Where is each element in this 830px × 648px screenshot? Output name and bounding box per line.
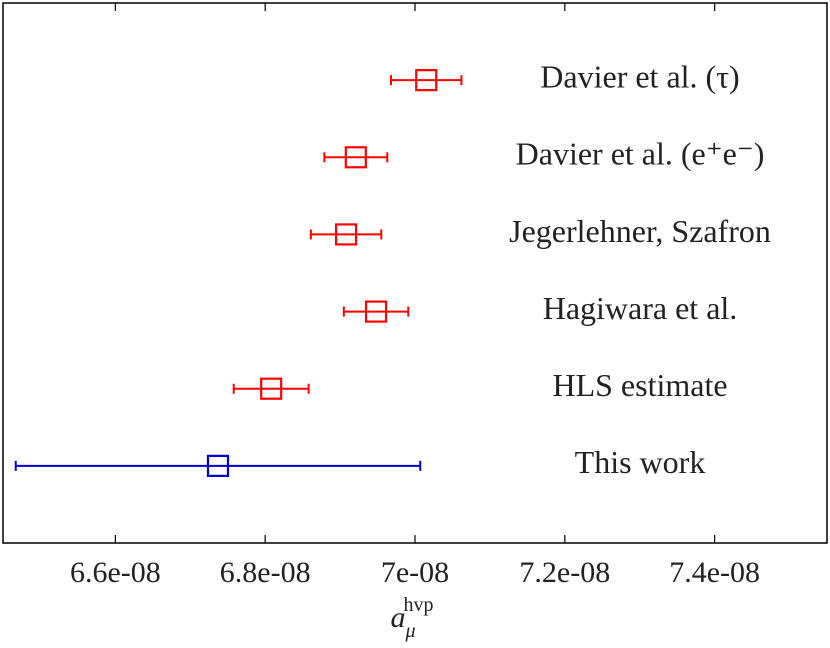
point-label: HLS estimate [552,367,727,403]
x-tick-label: 6.8e-08 [220,556,311,589]
x-axis-label: aμ hvp [390,594,433,642]
x-tick-label: 7e-08 [381,556,449,589]
marker [364,300,388,323]
point-label: This work [575,444,706,480]
marker [260,377,283,400]
point-label: Davier et al. (e⁺e⁻) [516,136,765,172]
marker [415,69,438,92]
x-tick-label: 6.6e-08 [70,556,161,589]
point-label: Jegerlehner, Szafron [509,213,771,249]
marker [344,146,367,169]
x-label-sup: hvp [404,594,434,616]
x-label-sub: μ [404,620,415,642]
marker [206,454,230,477]
x-tick-label: 7.2e-08 [519,556,610,589]
point-label: Davier et al. (τ) [540,58,739,94]
x-tick-label: 7.4e-08 [669,556,760,589]
point-label: Hagiwara et al. [543,290,738,326]
marker [334,223,358,246]
x-label-base: a [390,601,405,634]
